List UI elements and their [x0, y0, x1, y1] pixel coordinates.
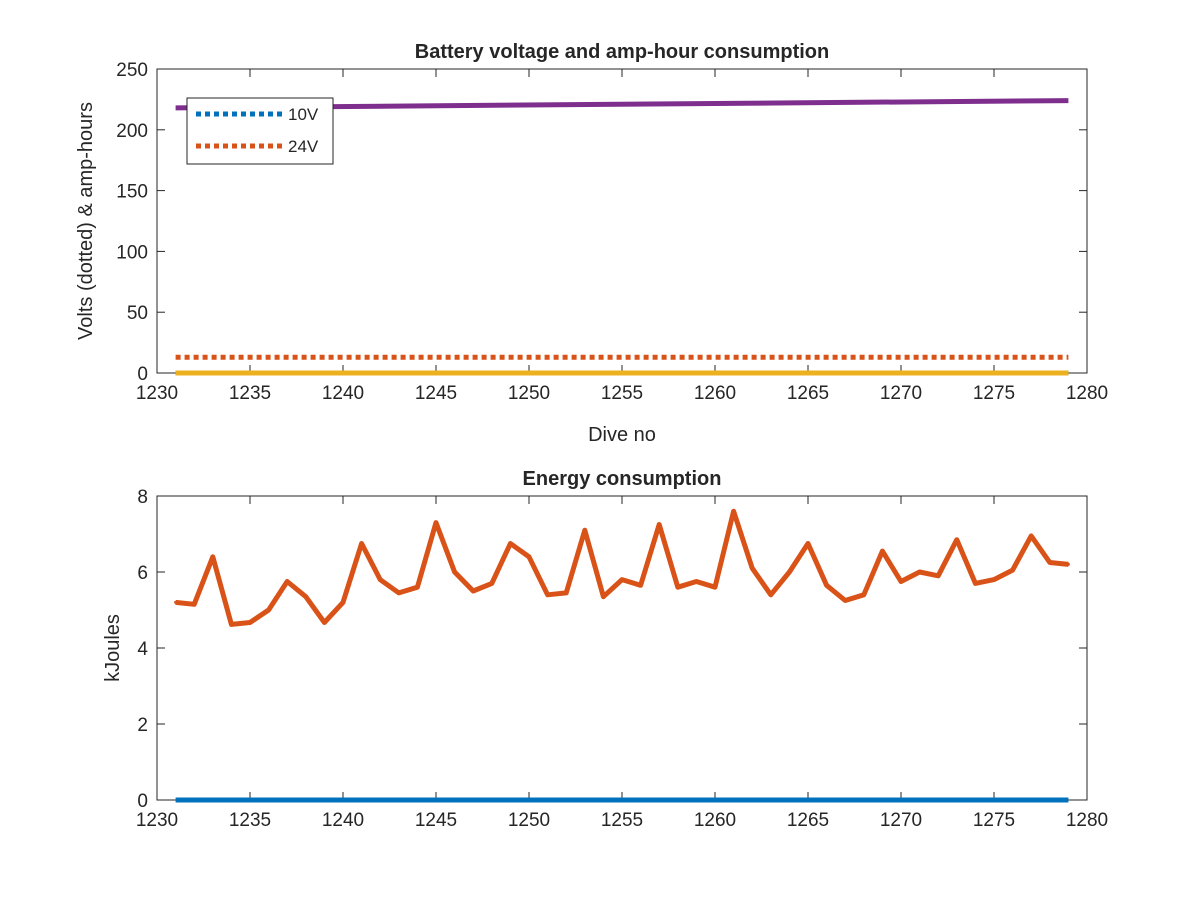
data-point — [415, 585, 419, 589]
data-point — [527, 555, 531, 559]
data-point — [992, 578, 996, 582]
data-point — [843, 599, 847, 602]
data-point — [787, 570, 791, 574]
x-tick-label: 1240 — [322, 383, 364, 404]
data-point — [955, 538, 959, 542]
x-tick-label: 1255 — [601, 810, 643, 831]
legend: 10V 24V — [186, 97, 334, 165]
legend-label: 24V — [288, 137, 319, 156]
data-point — [285, 580, 289, 583]
y-tick-label: 8 — [137, 487, 148, 508]
x-tick-label: 1235 — [229, 810, 271, 831]
chart-2: 1230 1235 1240 1245 1250 1255 1260 1265 1270 1275… — [102, 468, 1108, 831]
data-point — [750, 566, 754, 570]
data-point — [248, 621, 252, 625]
data-point — [899, 580, 903, 583]
x-tick-label: 1250 — [508, 383, 550, 404]
data-point — [546, 593, 550, 597]
data-point — [639, 583, 643, 587]
y-tick-label: 150 — [116, 182, 148, 203]
data-point — [453, 570, 457, 574]
y-tick-label: 0 — [137, 791, 148, 812]
data-point — [304, 595, 308, 599]
data-point — [229, 622, 233, 626]
x-tick-label: 1280 — [1066, 810, 1108, 831]
data-point — [713, 585, 717, 589]
data-point — [1066, 562, 1070, 566]
data-point — [862, 593, 866, 597]
y-tick-label: 6 — [137, 563, 148, 584]
legend-box — [186, 97, 334, 165]
data-point — [676, 585, 680, 589]
chart-title: Battery voltage and amp-hour consumption — [415, 41, 829, 63]
data-point — [936, 574, 940, 578]
x-tick-label: 1265 — [787, 383, 829, 404]
y-tick-label: 200 — [116, 121, 148, 142]
data-point — [397, 591, 401, 595]
data-point — [825, 583, 829, 587]
x-tick-label: 1280 — [1066, 383, 1108, 404]
x-tick-label: 1245 — [415, 810, 457, 831]
x-tick-label: 1270 — [880, 383, 922, 404]
data-point — [769, 593, 773, 597]
x-tick-label: 1235 — [229, 383, 271, 404]
data-point — [1029, 534, 1033, 538]
data-point — [490, 581, 494, 585]
data-point — [564, 591, 568, 595]
x-tick-label: 1260 — [694, 810, 736, 831]
y-tick-label: 50 — [127, 303, 148, 324]
x-tick-label: 1245 — [415, 383, 457, 404]
data-point — [694, 580, 698, 583]
data-point — [583, 528, 587, 532]
y-tick-label: 4 — [137, 639, 148, 660]
y-tick-label: 250 — [116, 60, 148, 81]
y-tick-label: 2 — [137, 715, 148, 736]
data-point — [973, 581, 977, 585]
data-point — [918, 570, 922, 574]
data-point — [360, 542, 364, 545]
data-point — [620, 578, 624, 582]
data-point — [192, 602, 196, 606]
data-point — [211, 555, 215, 559]
chart-title: Energy consumption — [523, 468, 722, 490]
data-point — [806, 542, 810, 545]
plot-area — [156, 495, 1088, 801]
chart-1: 1230 1235 1240 1245 1250 1255 1260 1265 1270 1275… — [75, 41, 1108, 446]
x-axis-label: Dive no — [588, 424, 656, 446]
data-point — [322, 621, 326, 625]
data-point — [601, 595, 605, 599]
x-tick-label: 1230 — [136, 810, 178, 831]
y-axis-label: Volts (dotted) & amp-hours — [75, 102, 97, 340]
x-tick-label: 1255 — [601, 383, 643, 404]
data-point — [341, 600, 345, 604]
x-tick-label: 1260 — [694, 383, 736, 404]
y-tick-label: 100 — [116, 242, 148, 263]
data-point — [657, 523, 661, 526]
x-tick-label: 1275 — [973, 383, 1015, 404]
y-axis-label: kJoules — [102, 614, 124, 682]
data-point — [174, 600, 178, 604]
data-point — [378, 578, 382, 582]
data-point — [1048, 561, 1052, 564]
data-point — [508, 542, 512, 545]
x-tick-label: 1240 — [322, 810, 364, 831]
data-point — [880, 549, 884, 553]
data-point — [434, 521, 438, 525]
data-point — [732, 509, 736, 513]
data-point — [1011, 568, 1015, 572]
data-point — [471, 589, 475, 593]
x-tick-label: 1270 — [880, 810, 922, 831]
x-tick-label: 1265 — [787, 810, 829, 831]
x-tick-label: 1250 — [508, 810, 550, 831]
x-tick-label: 1230 — [136, 383, 178, 404]
legend-label: 10V — [288, 105, 319, 124]
y-tick-label: 0 — [137, 364, 148, 385]
x-tick-label: 1275 — [973, 810, 1015, 831]
data-point — [267, 608, 271, 612]
